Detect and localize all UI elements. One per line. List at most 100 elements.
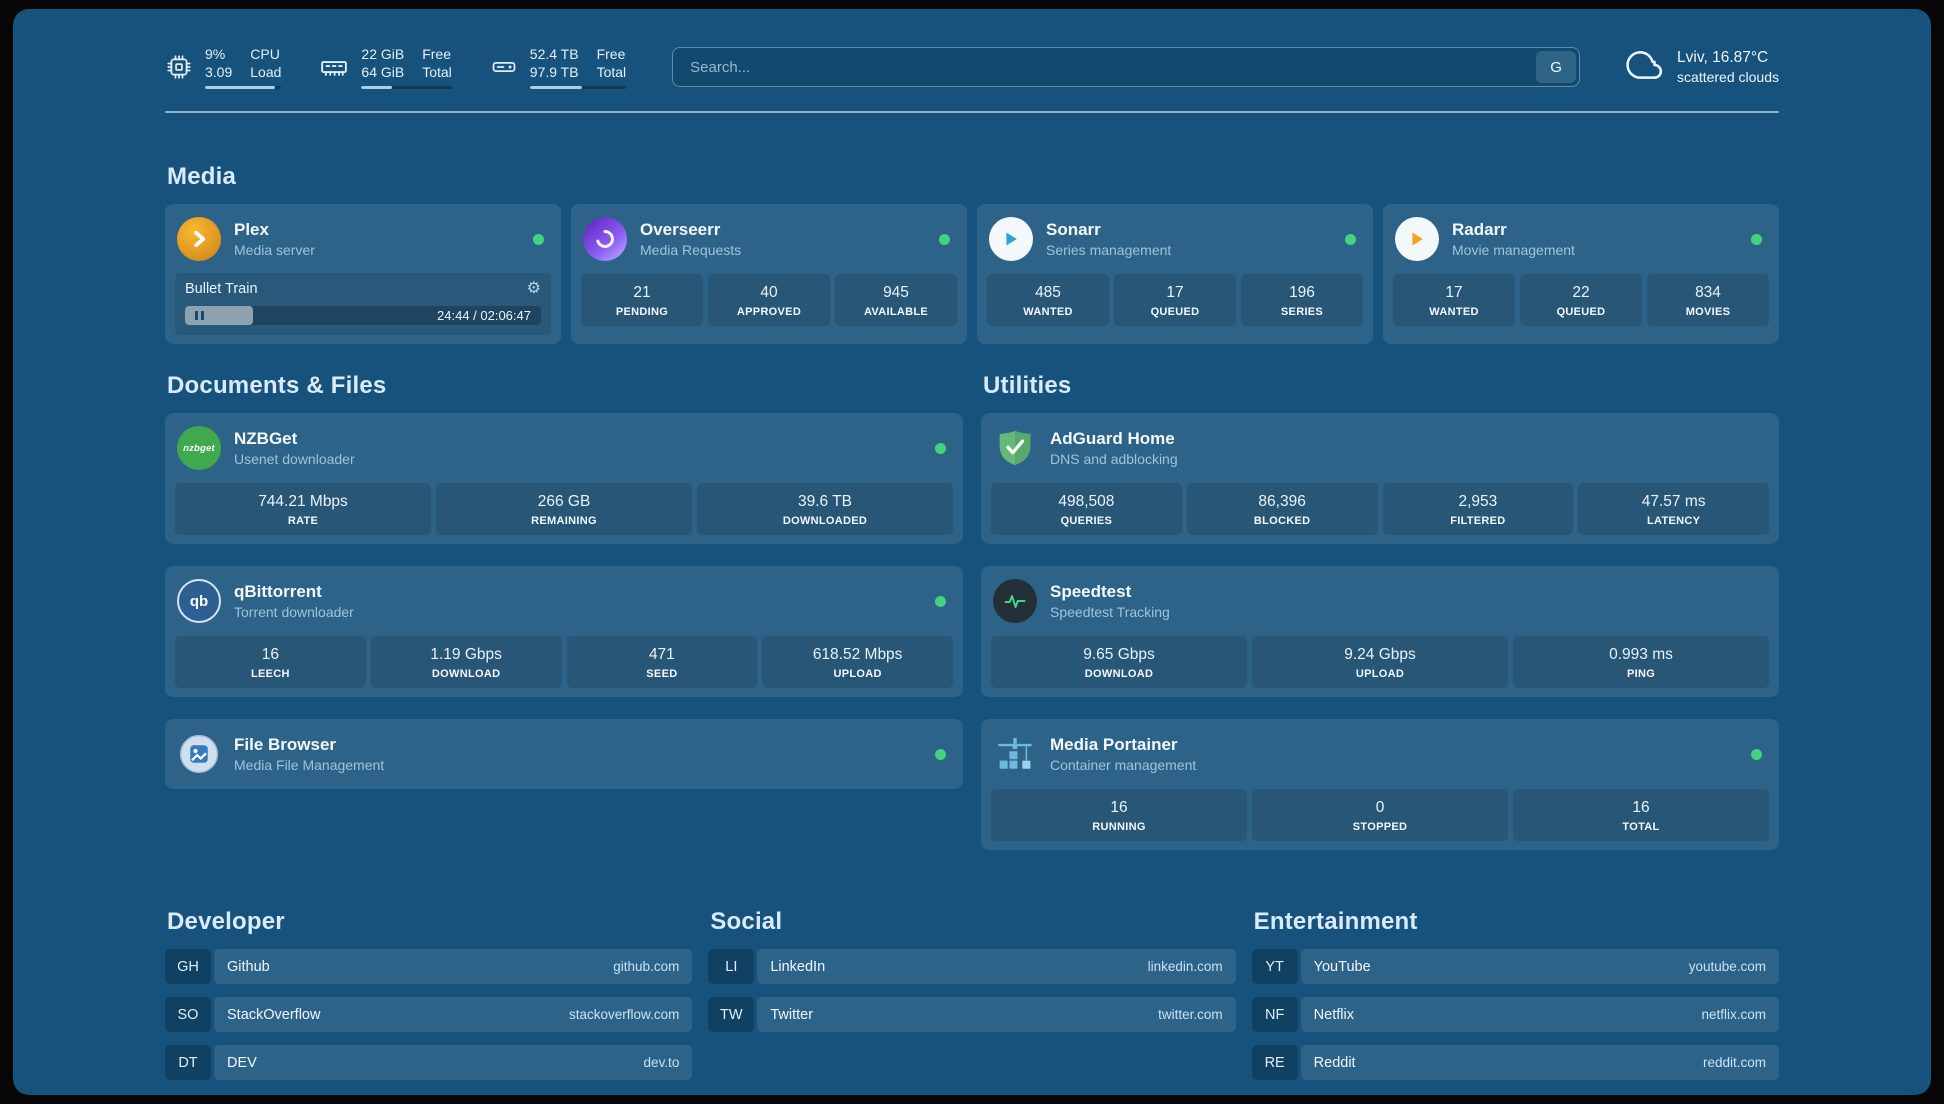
bookmark-group-entertainment: Entertainment YT YouTube youtube.com NF … bbox=[1251, 908, 1779, 1093]
playback-progress-bar[interactable]: 24:44 / 02:06:47 bbox=[185, 306, 541, 325]
service-name: NZBGet bbox=[234, 429, 298, 448]
service-name: Overseerr bbox=[640, 220, 721, 239]
playback-time: 24:44 / 02:06:47 bbox=[437, 308, 531, 323]
service-description: Container management bbox=[1050, 757, 1197, 773]
now-playing-title: Bullet Train bbox=[185, 281, 258, 297]
stat-block: 618.52 Mbps UPLOAD bbox=[762, 636, 953, 688]
section-title-utilities: Utilities bbox=[983, 372, 1072, 399]
cpu-widget: 9% CPU 3.09 Load bbox=[165, 45, 282, 89]
service-link-adguard[interactable]: AdGuard Home DNS and adblocking bbox=[991, 422, 1769, 474]
bookmark-dev[interactable]: DT DEV dev.to bbox=[165, 1045, 693, 1080]
service-name: Radarr bbox=[1452, 220, 1507, 239]
status-dot bbox=[935, 748, 946, 760]
service-link-filebrowser[interactable]: File Browser Media File Management bbox=[175, 728, 953, 780]
topbar-divider bbox=[165, 111, 1779, 113]
weather-widget[interactable]: Lviv, 16.87°C scattered clouds bbox=[1626, 46, 1779, 89]
bookmark-group-social: Social LI LinkedIn linkedin.com TW Twitt… bbox=[708, 908, 1236, 1093]
disk-drive-icon bbox=[490, 53, 518, 81]
portainer-crane-icon bbox=[993, 732, 1037, 776]
service-link-portainer[interactable]: Media Portainer Container management bbox=[991, 728, 1769, 780]
cpu-usage-value: 9% bbox=[205, 46, 226, 62]
section-documents: Documents & Files nzbget NZBGet Usenet d… bbox=[165, 372, 963, 789]
stat-block: 21 PENDING bbox=[581, 274, 703, 326]
bookmark-linkedin[interactable]: LI LinkedIn linkedin.com bbox=[708, 949, 1236, 984]
service-description: Usenet downloader bbox=[234, 451, 355, 467]
speedtest-icon bbox=[993, 579, 1037, 623]
bookmark-netflix[interactable]: NF Netflix netflix.com bbox=[1251, 997, 1779, 1032]
status-dot bbox=[1345, 233, 1356, 245]
pause-icon[interactable] bbox=[195, 311, 198, 320]
memory-widget: 22 GiB Free 64 GiB Total bbox=[319, 45, 452, 89]
bookmark-abbr: LI bbox=[708, 949, 755, 984]
bookmark-github[interactable]: GH Github github.com bbox=[165, 949, 693, 984]
bookmark-name: Netflix bbox=[1313, 1006, 1354, 1023]
overseerr-icon bbox=[583, 217, 627, 261]
memory-free-label: Free bbox=[422, 46, 452, 62]
bookmark-abbr: DT bbox=[165, 1045, 211, 1080]
stat-block: 945 AVAILABLE bbox=[835, 274, 957, 326]
bookmark-group-developer: Developer GH Github github.com SO StackO… bbox=[165, 908, 693, 1093]
stat-block: 40 APPROVED bbox=[708, 274, 830, 326]
service-name: File Browser bbox=[234, 735, 337, 754]
service-link-plex[interactable]: Plex Media server bbox=[175, 213, 551, 265]
service-link-nzbget[interactable]: nzbget NZBGet Usenet downloader bbox=[175, 422, 953, 474]
bookmark-domain: github.com bbox=[613, 959, 680, 974]
stat-block: 0 STOPPED bbox=[1252, 789, 1508, 841]
stat-block: 498,508 QUERIES bbox=[991, 483, 1182, 535]
bookmark-reddit[interactable]: RE Reddit reddit.com bbox=[1251, 1045, 1779, 1080]
service-name: Media Portainer bbox=[1050, 735, 1178, 754]
stat-block: 86,396 BLOCKED bbox=[1186, 483, 1378, 535]
bookmark-stackoverflow[interactable]: SO StackOverflow stackoverflow.com bbox=[165, 997, 693, 1032]
gear-icon[interactable]: ⚙ bbox=[526, 280, 541, 297]
stat-block: 266 GB REMAINING bbox=[436, 483, 692, 535]
disk-total-value: 97.9 TB bbox=[529, 64, 579, 80]
search-input[interactable] bbox=[676, 51, 1537, 83]
plex-now-playing-widget: Bullet Train ⚙ 24:44 / 02:06:47 bbox=[175, 273, 551, 335]
memory-total-label: Total bbox=[422, 64, 452, 80]
nzbget-icon: nzbget bbox=[177, 426, 221, 470]
service-link-overseerr[interactable]: Overseerr Media Requests bbox=[581, 213, 957, 265]
disk-widget: 52.4 TB Free 97.9 TB Total bbox=[490, 45, 627, 89]
status-dot bbox=[935, 442, 946, 454]
status-dot bbox=[1751, 233, 1762, 245]
service-card-nzbget: nzbget NZBGet Usenet downloader 744.21 M… bbox=[165, 413, 963, 544]
bookmark-domain: youtube.com bbox=[1688, 959, 1766, 974]
bookmark-name: DEV bbox=[227, 1054, 257, 1071]
service-card-qbittorrent: qb qBittorrent Torrent downloader 16 LEE… bbox=[165, 566, 963, 697]
top-bar: 9% CPU 3.09 Load bbox=[165, 45, 1779, 89]
cpu-label: CPU bbox=[250, 46, 280, 62]
service-link-radarr[interactable]: Radarr Movie management bbox=[1393, 213, 1769, 265]
status-dot bbox=[533, 233, 544, 245]
section-utilities: Utilities AdGuard Home DNS and adblockin… bbox=[981, 372, 1779, 850]
bookmark-domain: stackoverflow.com bbox=[569, 1007, 680, 1022]
status-dot bbox=[935, 595, 946, 607]
radarr-icon bbox=[1395, 217, 1439, 261]
memory-bar bbox=[361, 86, 452, 89]
bookmark-name: LinkedIn bbox=[770, 958, 826, 975]
bookmark-domain: dev.to bbox=[643, 1055, 680, 1070]
stat-block: 9.65 Gbps DOWNLOAD bbox=[991, 636, 1247, 688]
status-dot bbox=[939, 233, 950, 245]
bookmark-youtube[interactable]: YT YouTube youtube.com bbox=[1251, 949, 1779, 984]
resource-widgets: 9% CPU 3.09 Load bbox=[165, 45, 627, 89]
service-link-qbittorrent[interactable]: qb qBittorrent Torrent downloader bbox=[175, 575, 953, 627]
service-card-sonarr: Sonarr Series management 485 WANTED 17 Q… bbox=[977, 204, 1373, 344]
service-card-portainer: Media Portainer Container management 16 … bbox=[981, 719, 1779, 850]
service-link-sonarr[interactable]: Sonarr Series management bbox=[987, 213, 1363, 265]
stat-block: 834 MOVIES bbox=[1647, 274, 1769, 326]
stat-block: 22 QUEUED bbox=[1520, 274, 1642, 326]
service-link-speedtest[interactable]: Speedtest Speedtest Tracking bbox=[991, 575, 1769, 627]
bookmark-twitter[interactable]: TW Twitter twitter.com bbox=[708, 997, 1236, 1032]
service-description: Speedtest Tracking bbox=[1050, 604, 1170, 620]
stat-block: 16 LEECH bbox=[175, 636, 366, 688]
stat-block: 17 WANTED bbox=[1393, 274, 1515, 326]
status-dot bbox=[1751, 748, 1762, 760]
bookmark-domain: linkedin.com bbox=[1147, 959, 1223, 974]
search-provider-button[interactable]: G bbox=[1536, 51, 1577, 83]
bookmark-domain: reddit.com bbox=[1702, 1055, 1766, 1070]
service-card-speedtest: Speedtest Speedtest Tracking 9.65 Gbps D… bbox=[981, 566, 1779, 697]
bookmark-domain: netflix.com bbox=[1701, 1007, 1766, 1022]
search-bar: G bbox=[672, 47, 1581, 87]
service-name: Sonarr bbox=[1046, 220, 1101, 239]
section-title-media: Media bbox=[167, 163, 237, 190]
